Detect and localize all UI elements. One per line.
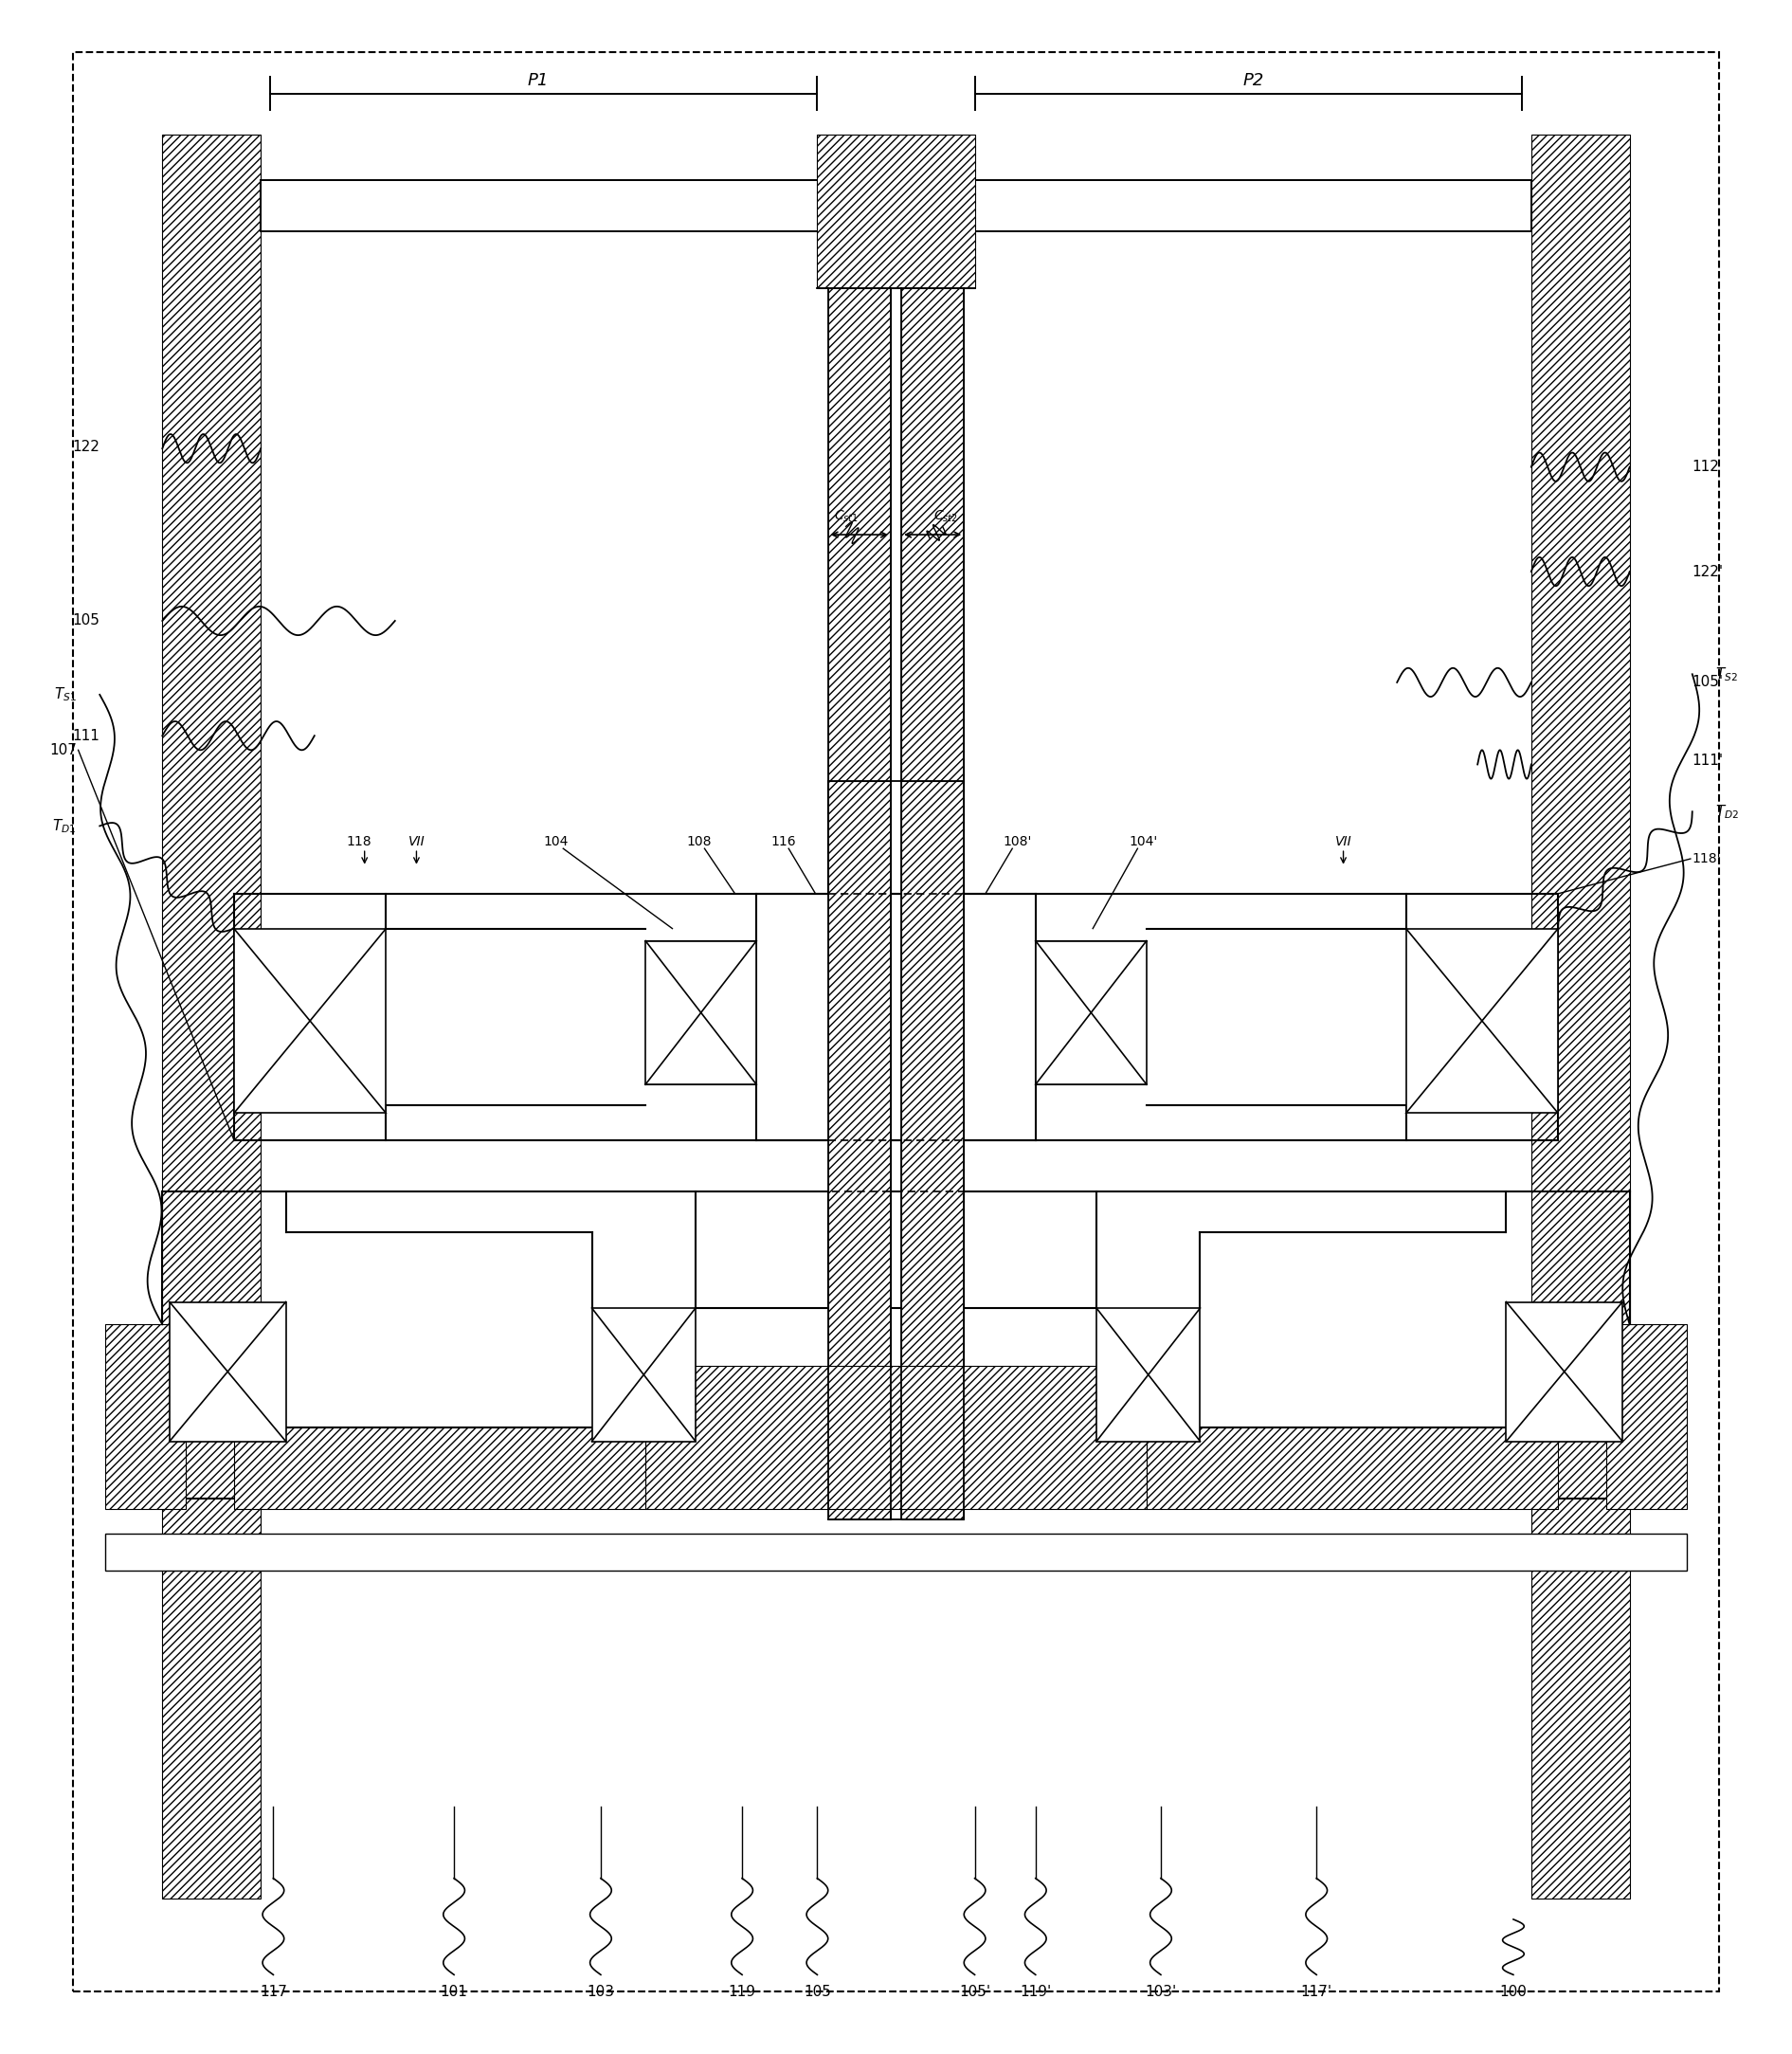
Text: 117': 117' — [1301, 1984, 1331, 1999]
Bar — [828, 781, 891, 1520]
Text: 101: 101 — [441, 1984, 468, 1999]
Text: 119': 119' — [1020, 1984, 1052, 1999]
Text: $C_{st1}$: $C_{st1}$ — [833, 509, 858, 524]
Text: 116: 116 — [771, 836, 796, 848]
Text: 104: 104 — [543, 836, 568, 848]
Text: VII: VII — [409, 836, 425, 848]
Text: 100: 100 — [1500, 1984, 1527, 1999]
Bar — [163, 136, 262, 1898]
Text: 108: 108 — [686, 836, 711, 848]
Bar — [1407, 928, 1557, 1113]
Text: 122': 122' — [1692, 565, 1724, 579]
Bar — [645, 1366, 1147, 1510]
Text: 105': 105' — [1692, 676, 1724, 690]
Bar — [1530, 136, 1629, 1898]
Text: 119: 119 — [728, 1984, 756, 1999]
Bar — [828, 288, 891, 781]
Bar — [1097, 1308, 1201, 1442]
Text: 103': 103' — [1145, 1984, 1177, 1999]
Bar — [170, 1302, 287, 1442]
Text: 112: 112 — [1692, 460, 1720, 474]
Text: 111': 111' — [1692, 754, 1724, 768]
Bar — [1147, 1428, 1557, 1510]
Bar — [645, 941, 756, 1085]
Text: 111: 111 — [72, 729, 100, 744]
Text: 118': 118' — [1692, 852, 1720, 865]
Bar — [235, 928, 385, 1113]
Text: 117: 117 — [260, 1984, 287, 1999]
Text: 105: 105 — [803, 1984, 831, 1999]
Text: P1: P1 — [527, 72, 548, 90]
Text: P2: P2 — [1244, 72, 1265, 90]
Bar — [1505, 1302, 1622, 1442]
Text: 116': 116' — [905, 836, 934, 848]
Text: 104': 104' — [1129, 836, 1158, 848]
Bar — [1036, 941, 1147, 1085]
Text: $T_{S2}$: $T_{S2}$ — [1715, 665, 1738, 684]
Bar — [901, 781, 964, 1520]
Bar — [106, 1325, 186, 1510]
Text: 105: 105 — [72, 614, 100, 629]
Bar — [106, 1534, 1686, 1571]
Text: 122: 122 — [72, 440, 100, 454]
Text: $T_{D2}$: $T_{D2}$ — [1715, 803, 1740, 820]
Text: $T_{D1}$: $T_{D1}$ — [52, 817, 77, 834]
Bar — [817, 136, 975, 288]
Text: 105': 105' — [959, 1984, 991, 1999]
Bar — [1606, 1325, 1686, 1510]
Bar — [235, 1428, 645, 1510]
Text: 103: 103 — [588, 1984, 615, 1999]
Text: $T_{S1}$: $T_{S1}$ — [54, 686, 77, 705]
Bar — [591, 1308, 695, 1442]
Text: 108': 108' — [1004, 836, 1032, 848]
Text: 107: 107 — [48, 744, 77, 758]
Text: 118: 118 — [346, 836, 371, 848]
Bar — [901, 288, 964, 781]
Text: $C_{st2}$: $C_{st2}$ — [934, 509, 959, 524]
Text: VII: VII — [1335, 836, 1351, 848]
